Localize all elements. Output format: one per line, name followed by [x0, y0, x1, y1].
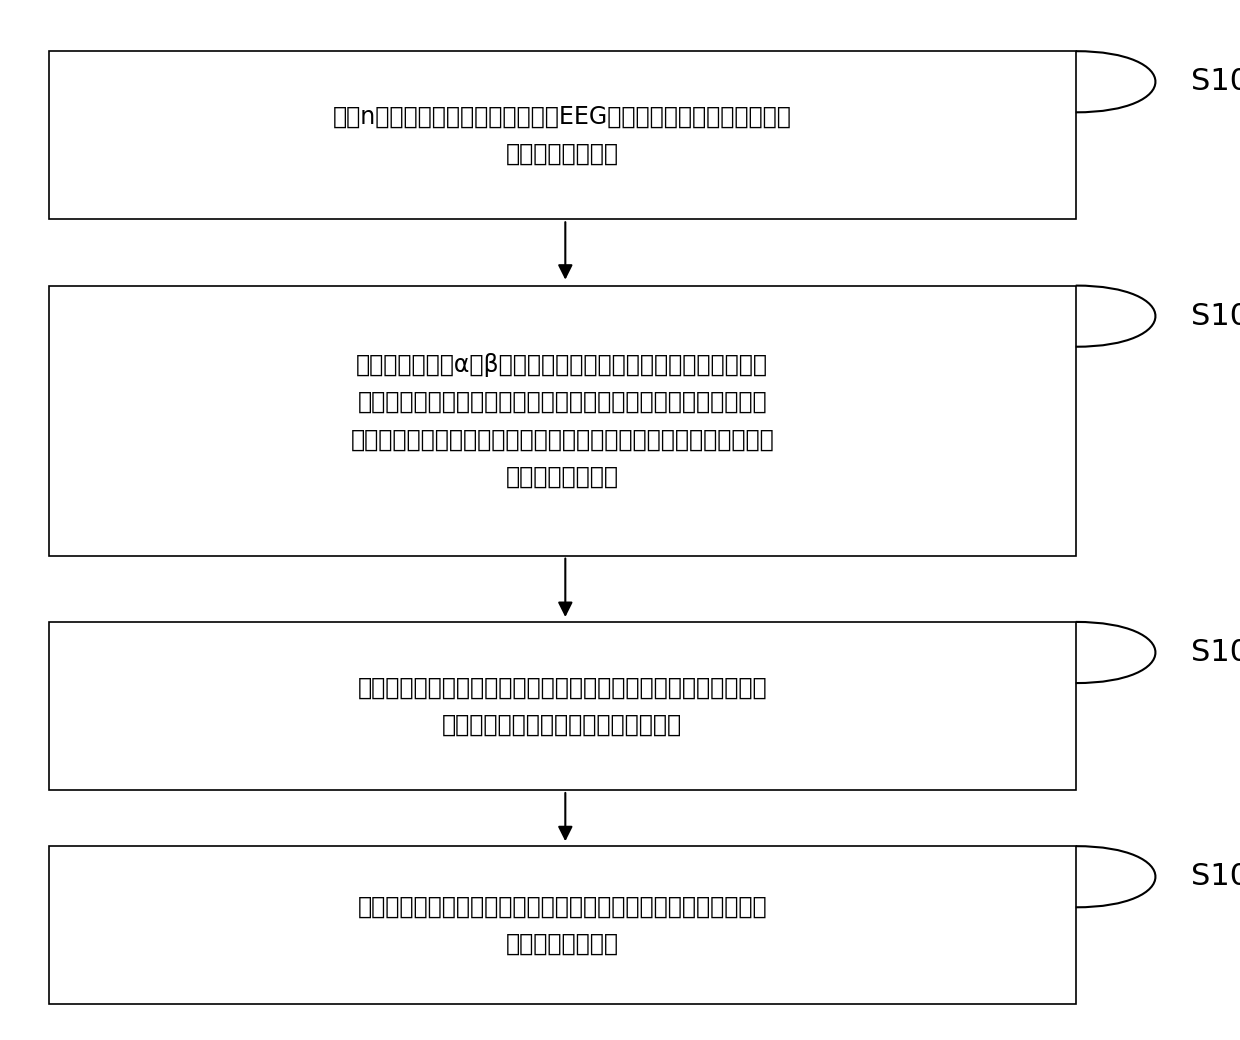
- FancyBboxPatch shape: [48, 847, 1075, 1005]
- Text: S103: S103: [1192, 638, 1240, 667]
- Text: S104: S104: [1192, 862, 1240, 891]
- FancyBboxPatch shape: [48, 51, 1075, 219]
- Text: 运用信号的稀疏表征方法，对测试运动想象数据进行识别，确定测
试样本所属的类别: 运用信号的稀疏表征方法，对测试运动想象数据进行识别，确定测 试样本所属的类别: [357, 894, 768, 956]
- Text: 引入正则化参数α和β，在正则化参数的作用下，将主试者的协方
差矩阵之和与次试者的协方差矩阵之和相结合，构造两类不同运动
想象空间滤波器，保留滤波后的训练数据，提: 引入正则化参数α和β，在正则化参数的作用下，将主试者的协方 差矩阵之和与次试者的…: [351, 353, 774, 489]
- Text: 采集n位实验者想象两类不用运动的EEG信号，分别求得每位实验者的
训练数据的协方差: 采集n位实验者想象两类不用运动的EEG信号，分别求得每位实验者的 训练数据的协方…: [332, 105, 791, 166]
- Text: 输入测试运动想象数据，按照构造两类不同运动想象空间滤波器进
行空间滤波，并保留滤波后的测试数据: 输入测试运动想象数据，按照构造两类不同运动想象空间滤波器进 行空间滤波，并保留滤…: [357, 675, 768, 736]
- Text: S102: S102: [1192, 302, 1240, 331]
- FancyBboxPatch shape: [48, 622, 1075, 790]
- FancyBboxPatch shape: [48, 286, 1075, 555]
- Text: S101: S101: [1192, 68, 1240, 97]
